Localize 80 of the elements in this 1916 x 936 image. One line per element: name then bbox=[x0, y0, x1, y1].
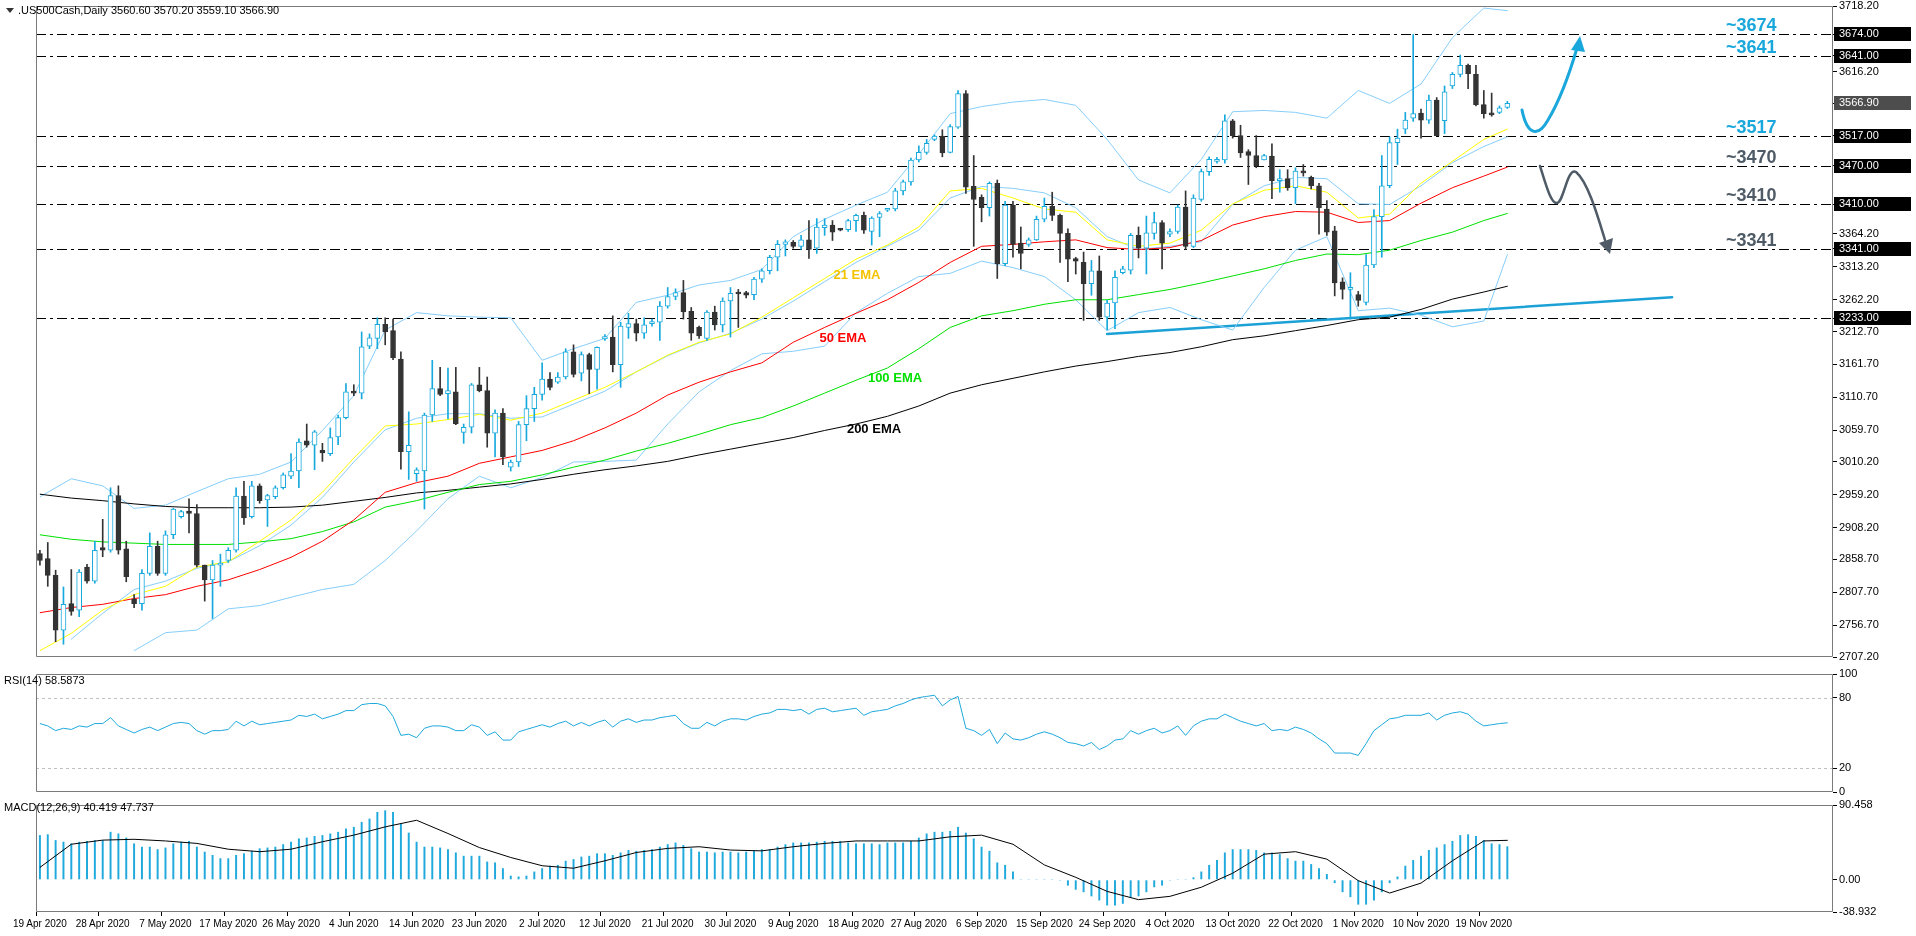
y-tick-label: 90.458 bbox=[1839, 798, 1873, 811]
x-tick-label: 30 Jul 2020 bbox=[704, 917, 757, 929]
y-tick-label: 3341.00 bbox=[1839, 241, 1879, 254]
y-tick-label: 3674.00 bbox=[1839, 27, 1879, 40]
y-tick-label: 3718.20 bbox=[1839, 0, 1879, 12]
x-tick-label: 4 Oct 2020 bbox=[1145, 917, 1195, 929]
y-tick-label: 3364.20 bbox=[1839, 226, 1879, 239]
x-tick-label: 23 Jun 2020 bbox=[451, 917, 508, 929]
y-tick-label: 2858.70 bbox=[1839, 552, 1879, 565]
y-tick-label: 2807.70 bbox=[1839, 585, 1879, 598]
y-tick-label: 80 bbox=[1839, 690, 1852, 703]
chart-title: RSI(14) 58.5873 bbox=[4, 674, 85, 687]
candlestick bbox=[1276, 169, 1283, 193]
y-tick-label: 3470.00 bbox=[1839, 158, 1879, 171]
x-tick-label: 22 Oct 2020 bbox=[1268, 917, 1324, 929]
candlestick bbox=[970, 155, 977, 247]
candlestick bbox=[1418, 108, 1424, 139]
x-tick-label: 13 Oct 2020 bbox=[1205, 917, 1261, 929]
y-tick-label: 2959.20 bbox=[1839, 487, 1879, 500]
x-tick-label: 19 Nov 2020 bbox=[1455, 917, 1513, 929]
y-tick-label: 3641.00 bbox=[1839, 48, 1879, 61]
candlestick bbox=[1410, 34, 1417, 122]
candlestick bbox=[99, 519, 106, 558]
x-tick-label: 14 Jun 2020 bbox=[389, 917, 445, 929]
x-tick-label: 4 Jun 2020 bbox=[329, 917, 379, 929]
x-tick-label: 19 Apr 2020 bbox=[12, 917, 68, 929]
y-tick-label: 3410.00 bbox=[1839, 197, 1879, 210]
y-tick-label: 3212.70 bbox=[1839, 324, 1879, 337]
y-tick-label: 100 bbox=[1839, 667, 1858, 680]
x-tick-label: 17 May 2020 bbox=[199, 917, 258, 929]
x-tick-label: 28 Apr 2020 bbox=[75, 917, 131, 929]
y-tick-label: 3616.20 bbox=[1839, 64, 1879, 77]
y-tick-label: 3566.90 bbox=[1839, 96, 1879, 109]
ref-line-label: ~3410 bbox=[1726, 185, 1777, 206]
ref-line-label: ~3641 bbox=[1726, 36, 1777, 57]
y-tick-label: 2707.20 bbox=[1839, 650, 1879, 663]
x-tick-label: 7 May 2020 bbox=[139, 917, 193, 929]
x-tick-label: 1 Nov 2020 bbox=[1332, 917, 1385, 929]
x-tick-label: 26 May 2020 bbox=[262, 917, 321, 929]
series-label: 21 EMA bbox=[833, 266, 882, 282]
x-tick-label: 6 Sep 2020 bbox=[956, 917, 1008, 929]
candlestick bbox=[437, 367, 443, 397]
candlestick bbox=[303, 423, 310, 448]
y-tick-label: 20 bbox=[1839, 761, 1852, 774]
x-tick-label: 27 Aug 2020 bbox=[890, 917, 948, 929]
x-tick-label: 21 Jul 2020 bbox=[641, 917, 694, 929]
y-tick-label: 3233.00 bbox=[1839, 311, 1879, 324]
candlestick bbox=[405, 411, 412, 480]
series-label: 50 EMA bbox=[819, 329, 868, 345]
y-tick-label: 3313.20 bbox=[1839, 259, 1879, 272]
y-tick-label: 3110.70 bbox=[1839, 390, 1878, 403]
y-tick-label: 2756.70 bbox=[1839, 618, 1879, 631]
x-tick-label: 9 Aug 2020 bbox=[767, 917, 819, 929]
x-tick-label: 24 Sep 2020 bbox=[1078, 917, 1136, 929]
y-tick-label: 0.00 bbox=[1839, 872, 1861, 885]
x-tick-label: 18 Aug 2020 bbox=[827, 917, 885, 929]
candlestick bbox=[288, 453, 294, 480]
ref-line-label: ~3674 bbox=[1726, 15, 1777, 36]
y-tick-label: 3161.70 bbox=[1839, 357, 1879, 370]
y-tick-label: 0 bbox=[1839, 785, 1846, 798]
x-tick-label: 12 Jul 2020 bbox=[579, 917, 632, 929]
chart-title: .US500Cash,Daily 3560.60 3570.20 3559.10 3566.90 bbox=[18, 4, 280, 17]
ref-line-label: ~3517 bbox=[1726, 116, 1777, 137]
y-tick-label: 2908.20 bbox=[1839, 520, 1879, 533]
series-label: 200 EMA bbox=[846, 420, 902, 436]
candlestick bbox=[68, 569, 75, 616]
y-tick-label: 3262.20 bbox=[1839, 292, 1879, 305]
chart-title: MACD(12,26,9) 40.419 47.737 bbox=[4, 801, 154, 814]
y-tick-label: -38.932 bbox=[1839, 905, 1877, 918]
ref-line-label: ~3341 bbox=[1726, 229, 1777, 250]
x-tick-label: 10 Nov 2020 bbox=[1392, 917, 1450, 929]
x-tick-label: 2 Jul 2020 bbox=[519, 917, 566, 929]
x-tick-label: 15 Sep 2020 bbox=[1016, 917, 1074, 929]
y-tick-label: 3517.00 bbox=[1839, 128, 1879, 141]
series-label: 100 EMA bbox=[867, 369, 923, 385]
candlestick bbox=[445, 367, 451, 420]
ref-line-label: ~3470 bbox=[1726, 146, 1777, 167]
candlestick bbox=[806, 220, 812, 259]
y-tick-label: 3010.20 bbox=[1839, 454, 1879, 467]
y-tick-label: 3059.70 bbox=[1839, 423, 1879, 436]
